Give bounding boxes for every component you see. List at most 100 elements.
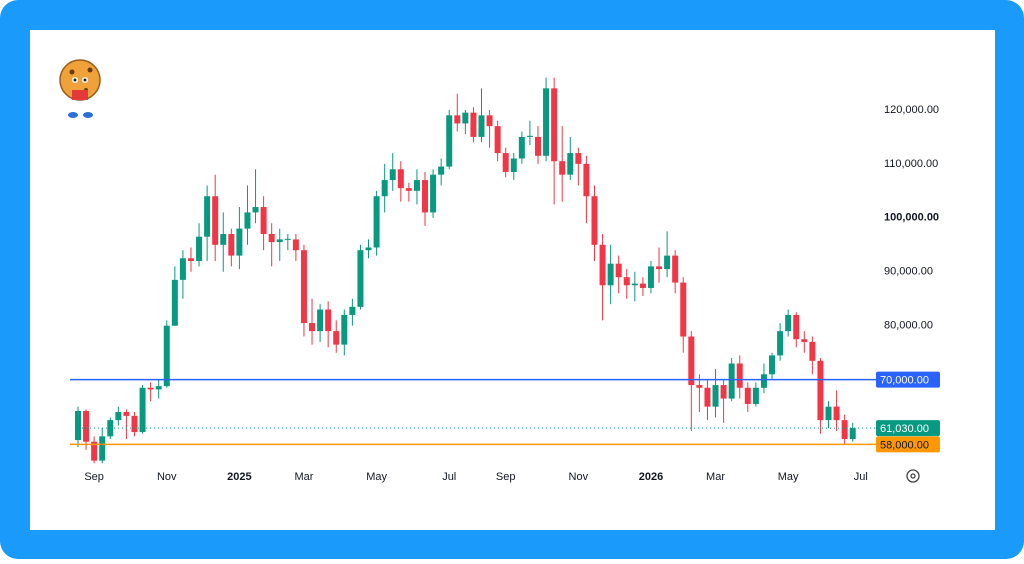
candle-body [83, 410, 90, 442]
settings-icon[interactable] [906, 469, 920, 483]
candle-body [155, 386, 162, 390]
x-tick-label: 2025 [227, 471, 251, 483]
candle-body [139, 387, 146, 433]
candle-body [543, 88, 550, 156]
candle-body [276, 239, 283, 243]
candle-body [575, 153, 582, 164]
candle-body [171, 279, 178, 326]
candle-body [147, 387, 154, 390]
x-tick-label: Jul [442, 471, 456, 483]
candle-body [454, 115, 461, 124]
candle-body [833, 406, 840, 421]
y-tick-label: 100,000.00 [884, 212, 939, 224]
candle-body [438, 166, 445, 175]
candle-body [591, 196, 598, 245]
candle-body [163, 325, 170, 387]
candle-body [623, 277, 630, 286]
x-tick-label: Nov [569, 471, 589, 483]
candle-body [672, 255, 679, 283]
candle-body [518, 136, 525, 159]
candle-body [260, 207, 267, 235]
candle-body [333, 331, 340, 345]
x-tick-label: May [366, 471, 387, 483]
candle-body [639, 283, 646, 288]
candle-body [583, 163, 590, 197]
candle-body [446, 115, 453, 167]
candle-body [599, 244, 606, 286]
y-tick-label: 110,000.00 [884, 158, 938, 170]
candle-body [373, 196, 380, 248]
candle-body [317, 309, 324, 332]
candle-body [220, 234, 227, 245]
candle-body [228, 234, 235, 256]
x-tick-label: 2026 [639, 471, 663, 483]
candle-body [75, 410, 81, 441]
candle-body [462, 112, 469, 124]
candle-body [785, 314, 792, 332]
candle-body [268, 234, 275, 243]
candle-body [115, 412, 122, 421]
candle-body [510, 158, 517, 172]
candle-body [615, 263, 622, 278]
candle-body [341, 314, 348, 345]
candle-body [397, 169, 404, 189]
candle-body [196, 236, 203, 261]
candle-body [817, 360, 824, 421]
y-tick-label: 90,000.00 [884, 266, 933, 278]
x-tick-label: Nov [157, 471, 177, 483]
candle-body [502, 153, 509, 172]
last-price-box [876, 420, 940, 437]
candle-body [777, 331, 784, 356]
candle-body [688, 336, 695, 386]
candle-body [292, 239, 299, 251]
candle-body [841, 420, 848, 440]
last-price-label: 61,030.00 [880, 423, 929, 435]
candle-body [680, 282, 687, 337]
logo [59, 59, 101, 118]
candle-body [664, 255, 671, 270]
candle-body [728, 363, 735, 399]
candle-body [849, 428, 856, 440]
price-label-box [876, 371, 940, 388]
candle-body [309, 323, 316, 332]
candle-body [470, 112, 477, 137]
candle-body [647, 266, 654, 288]
price-label: 70,000.00 [880, 375, 929, 387]
candle-body [736, 363, 743, 388]
candle-body [607, 263, 614, 286]
candle-body [187, 258, 194, 261]
x-tick-label: Sep [496, 471, 516, 483]
candle-body [760, 374, 767, 388]
x-tick-label: Jul [854, 471, 868, 483]
price-label: 58,000.00 [880, 439, 929, 451]
candle-body [430, 174, 437, 213]
candle-body [123, 412, 130, 416]
candle-body [494, 126, 501, 154]
candle-body [720, 385, 727, 399]
candle-body [744, 387, 751, 404]
candle-body [712, 385, 719, 407]
x-tick-label: Sep [84, 471, 104, 483]
candle-body [99, 436, 106, 461]
candle-body [551, 88, 558, 162]
candle-body [365, 247, 372, 251]
candle-body [300, 250, 307, 324]
x-tick-label: Mar [706, 471, 725, 483]
x-tick-label: Mar [294, 471, 313, 483]
candle-body [559, 161, 566, 175]
candle-body [236, 228, 243, 256]
y-tick-label: 80,000.00 [884, 320, 933, 332]
candle-body [405, 188, 412, 191]
candle-body [631, 283, 638, 286]
candle-body [801, 339, 808, 342]
candle-body [809, 341, 816, 361]
chart-panel [30, 30, 995, 530]
candle-body [381, 180, 388, 197]
candle-body [793, 314, 800, 340]
candle-body [413, 180, 420, 191]
candle-body [567, 153, 574, 175]
y-tick-label: 120,000.00 [884, 104, 939, 116]
candle-body [357, 250, 364, 307]
candle-body [534, 136, 541, 156]
candle-body [252, 207, 259, 213]
